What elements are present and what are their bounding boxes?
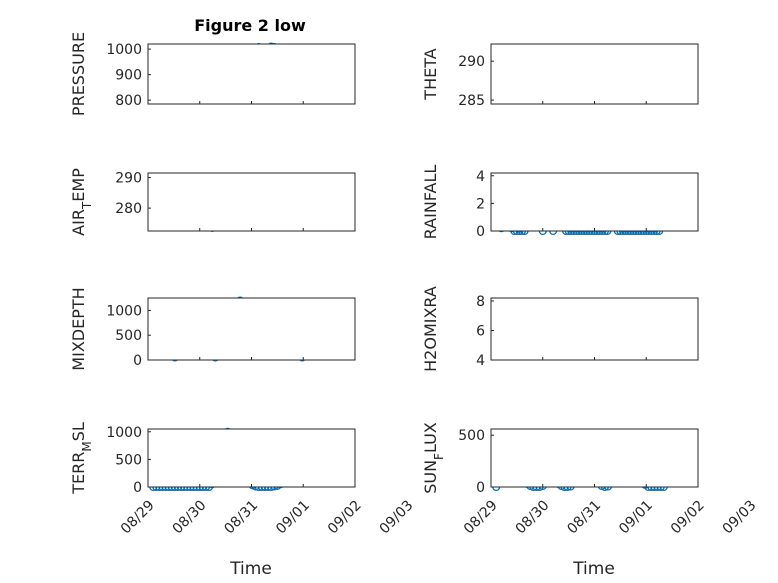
y-tick-label: 0	[133, 353, 142, 369]
y-tick-label: 500	[115, 328, 142, 344]
x-tick-label: 09/02	[668, 497, 708, 537]
y-tick-label: 6	[476, 323, 485, 339]
axes-box	[490, 297, 699, 361]
y-tick-label: 0	[133, 480, 142, 496]
y-tick-label: 4	[476, 353, 485, 369]
y-tick-label: 0	[476, 480, 485, 496]
y-axis-label: RAINFALL	[421, 165, 440, 240]
y-tick-label: 2	[476, 196, 485, 212]
y-tick-label: 8	[476, 294, 485, 310]
axes-box	[147, 43, 356, 105]
y-tick-label: 1000	[106, 42, 142, 58]
x-tick-label: 09/03	[377, 497, 417, 537]
subplot-sun-flux: 0 500 08/29 08/30 08/31 09/01 09/02 09/03 SUNFLU…	[421, 422, 760, 537]
y-tick-label: 800	[115, 93, 142, 109]
y-axis-label: THETA	[421, 48, 440, 100]
y-tick-label: 1000	[106, 425, 142, 441]
y-tick-label: 290	[115, 171, 142, 187]
x-tick-label: 08/29	[461, 497, 501, 537]
y-axis-label: MIXDEPTH	[69, 287, 88, 370]
x-axis-label-right: Time	[572, 559, 615, 579]
axes-box	[490, 43, 699, 105]
y-axis-label: TERRMSL	[69, 422, 94, 495]
subplot-air-temp: 280 290 AIRTEMP	[69, 168, 356, 236]
axes-box	[147, 297, 356, 361]
y-tick-label: 500	[115, 452, 142, 468]
axes-box	[490, 428, 699, 488]
y-axis-label: H2OMIXRA	[421, 286, 440, 372]
subplot-mixdepth: 0 500 1000 MIXDEPTH	[69, 287, 356, 371]
x-tick-label: 08/29	[118, 497, 158, 537]
x-tick-label: 09/03	[720, 497, 760, 537]
y-tick-label: 280	[115, 201, 142, 217]
y-tick-label: 290	[458, 54, 485, 70]
axes-box	[147, 172, 356, 232]
y-tick-label: 900	[115, 68, 142, 84]
x-tick-label: 09/01	[616, 497, 656, 537]
axes-box	[147, 428, 356, 488]
subplot-rainfall: 0 2 4 RAINFALL	[421, 165, 699, 240]
y-axis-label: PRESSURE	[69, 32, 88, 116]
subplot-theta: 285 290 THETA	[421, 43, 699, 109]
x-tick-label: 08/31	[221, 497, 261, 537]
subplot-terr-msl: 0 500 1000 08/29 08/30 08/31 09/01 09/02 09/03 TE…	[69, 422, 417, 537]
figure-title: Figure 2 low	[194, 16, 306, 35]
y-axis-label: SUNFLUX	[421, 422, 446, 494]
y-tick-label: 500	[458, 428, 485, 444]
y-tick-label: 0	[476, 224, 485, 240]
x-tick-label: 08/31	[564, 497, 604, 537]
x-tick-label: 09/01	[273, 497, 313, 537]
subplot-pressure: 800 900 1000 PRESSURE	[69, 32, 356, 116]
x-tick-label: 08/30	[513, 497, 553, 537]
y-tick-label: 4	[476, 169, 485, 185]
axes-box	[490, 172, 699, 232]
y-tick-label: 285	[458, 93, 485, 109]
y-tick-label: 1000	[106, 303, 142, 319]
x-tick-label: 09/02	[325, 497, 365, 537]
x-tick-label: 08/30	[170, 497, 210, 537]
y-axis-label: AIRTEMP	[69, 168, 94, 236]
x-axis-label-left: Time	[229, 559, 272, 579]
subplot-h2omixra: 4 6 8 H2OMIXRA	[421, 286, 699, 372]
